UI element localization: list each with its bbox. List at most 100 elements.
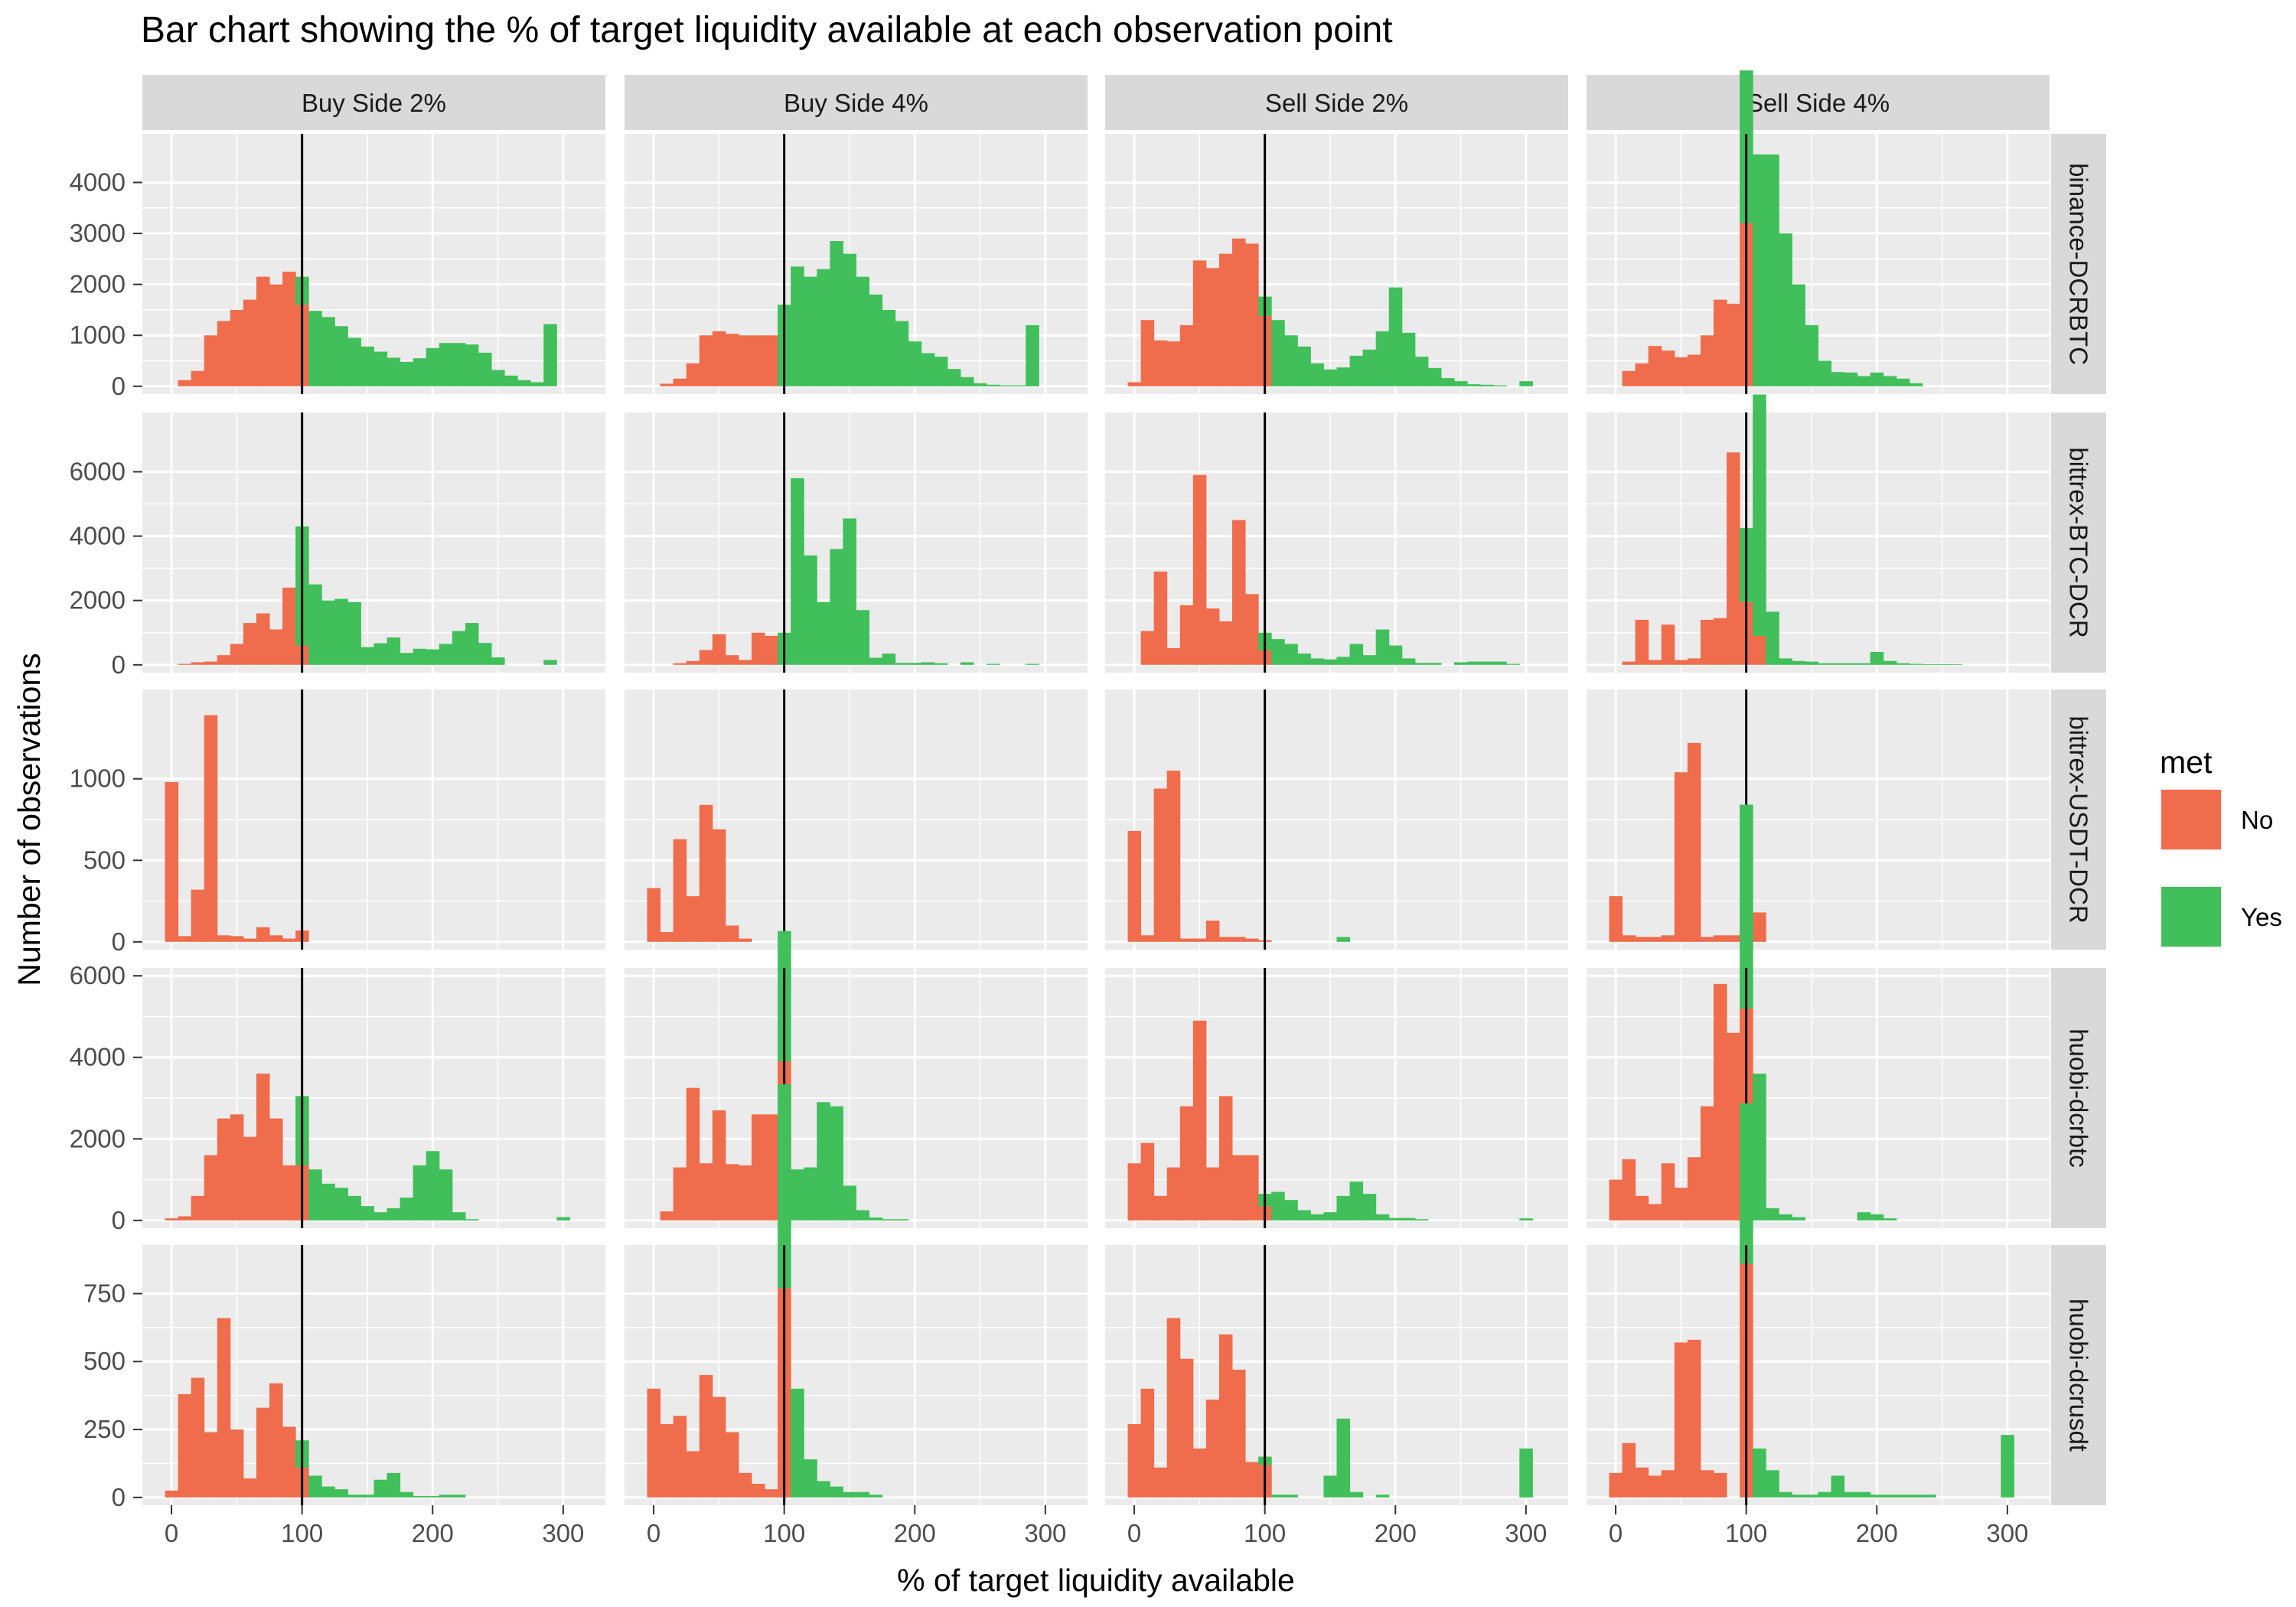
bar-yes: [1909, 663, 1923, 665]
bar-yes: [895, 1219, 909, 1221]
bar-yes: [1883, 1495, 1897, 1498]
bar-yes: [934, 357, 948, 386]
x-tick-label: 100: [763, 1519, 805, 1547]
bar-yes: [1766, 1208, 1779, 1221]
bar-no: [1661, 624, 1675, 665]
bar-no: [1622, 1442, 1636, 1498]
bar-yes: [373, 643, 388, 665]
bar-yes: [347, 337, 361, 386]
bar-yes: [1271, 639, 1285, 665]
bar-yes: [817, 1102, 830, 1221]
bar-no: [243, 623, 257, 665]
bar-no: [1166, 647, 1181, 665]
bar-no: [1714, 618, 1727, 665]
bar-no: [1232, 1155, 1246, 1221]
bar-no: [686, 363, 700, 386]
bar-yes: [843, 1491, 856, 1498]
bar-no: [204, 1155, 218, 1221]
bar-yes: [334, 1188, 348, 1221]
bar-no: [647, 888, 661, 942]
bar-yes: [882, 1219, 896, 1221]
bar-no: [725, 334, 739, 386]
bar-no: [1635, 1195, 1649, 1221]
bar-no: [1179, 938, 1194, 942]
bar-no: [256, 927, 270, 942]
y-tick-label: 0: [112, 1206, 126, 1234]
bar-yes: [1284, 1495, 1298, 1498]
legend-swatch-no: [2161, 790, 2221, 849]
bar-no: [1674, 772, 1688, 942]
bar-yes: [1792, 660, 1805, 665]
bar-yes: [1414, 1219, 1429, 1221]
bar-yes: [1831, 1475, 1845, 1498]
bar-yes: [817, 601, 830, 665]
y-tick-label: 6000: [70, 961, 126, 989]
bar-yes: [1870, 1495, 1884, 1498]
bar-no: [191, 1377, 205, 1498]
bar-no: [1218, 1096, 1233, 1221]
bar-no: [191, 889, 205, 942]
bar-yes: [987, 384, 1000, 386]
bar-no: [1245, 1462, 1259, 1498]
bar-yes: [895, 663, 909, 665]
bar-no: [725, 1432, 739, 1498]
bar-no: [1153, 1195, 1168, 1221]
bar-yes: [895, 321, 909, 386]
bar-yes: [817, 1481, 830, 1498]
y-tick-label: 2000: [70, 1124, 126, 1152]
bar-yes: [1922, 663, 1936, 665]
bar-no: [230, 309, 244, 386]
x-tick-label: 300: [1024, 1519, 1066, 1547]
bar-yes: [1349, 1491, 1364, 1498]
bar-no: [699, 650, 713, 665]
bar-no: [165, 1218, 179, 1221]
y-tick-label: 1000: [70, 321, 126, 349]
bar-no: [1179, 1358, 1194, 1498]
bar-yes: [321, 1183, 335, 1221]
bar-yes: [1026, 324, 1039, 386]
bar-no: [256, 613, 270, 665]
bar-yes: [1870, 372, 1884, 386]
bar-yes: [1310, 658, 1324, 665]
bar-no: [1179, 605, 1194, 665]
bar-no: [282, 271, 296, 386]
bar-no: [1218, 937, 1233, 942]
x-tick-label: 300: [1505, 1519, 1547, 1547]
bar-no: [1192, 474, 1207, 665]
bar-no: [269, 1118, 283, 1221]
bar-yes: [1779, 1214, 1792, 1221]
bar-no: [230, 644, 244, 665]
bar-no: [1661, 1470, 1675, 1498]
bar-yes: [1857, 663, 1871, 665]
bar-no: [765, 335, 778, 386]
bar-no: [256, 1074, 270, 1221]
bar-yes: [856, 276, 870, 386]
bar-yes: [1519, 381, 1533, 386]
bar-yes: [1323, 369, 1337, 386]
x-tick-label: 100: [1244, 1519, 1286, 1547]
bar-no: [686, 1087, 700, 1221]
bar-yes: [908, 663, 922, 665]
bar-no: [269, 1383, 283, 1498]
bar-yes: [452, 343, 466, 386]
bar-yes: [1844, 372, 1858, 386]
bar-yes: [1480, 384, 1494, 386]
y-tick-label: 0: [112, 372, 126, 400]
bar-no: [1153, 340, 1168, 386]
bar-no: [752, 632, 765, 665]
bar-yes: [386, 1472, 401, 1498]
bar-no: [1232, 238, 1246, 386]
bar-yes: [1310, 363, 1324, 386]
bar-yes: [1922, 1495, 1936, 1498]
bar-no: [1218, 621, 1233, 665]
bar-yes: [804, 555, 817, 665]
bar-no: [1635, 1467, 1649, 1498]
bar-no: [1622, 661, 1636, 665]
y-tick-label: 4000: [70, 522, 126, 550]
bar-yes: [960, 662, 974, 665]
bar-yes: [1883, 376, 1897, 386]
bar-no: [191, 662, 205, 665]
bar-yes: [517, 380, 531, 386]
bar-yes: [1454, 662, 1468, 665]
